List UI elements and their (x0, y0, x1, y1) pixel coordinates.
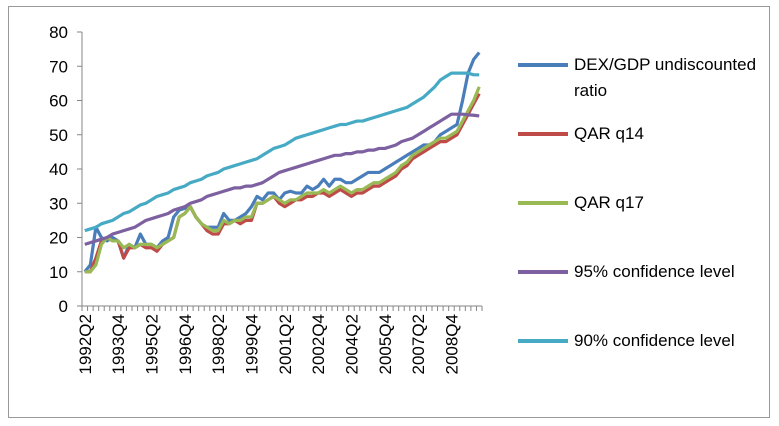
y-tick-label: 10 (49, 263, 68, 282)
legend-label: QAR q14 (574, 124, 644, 143)
legend-entry: QAR q17 (518, 190, 758, 240)
legend-label: 95% confidence level (574, 262, 735, 281)
legend-label: QAR q17 (574, 193, 644, 212)
x-tick-label: 2002Q4 (309, 314, 328, 375)
legend-swatch (518, 63, 568, 67)
series-line (84, 92, 481, 274)
x-tick-label: 2008Q4 (442, 314, 461, 375)
legend-entry: DEX/GDP undiscounted ratio (518, 52, 758, 102)
y-tick-label: 20 (49, 229, 68, 248)
x-tick-label: 1995Q2 (142, 314, 161, 375)
y-tick-label: 80 (49, 23, 68, 42)
x-tick-label: 1996Q4 (176, 314, 195, 375)
legend-swatch (518, 339, 568, 343)
y-tick-label: 60 (49, 92, 68, 111)
y-tick-label: 70 (49, 57, 68, 76)
series-line (84, 86, 481, 274)
series-line (84, 71, 480, 233)
legend-entry: 90% confidence level (518, 328, 758, 378)
y-tick-label: 30 (49, 194, 68, 213)
x-tick-label: 2007Q2 (409, 314, 428, 375)
x-tick-label: 1998Q2 (209, 314, 228, 375)
x-tick-label: 1993Q4 (109, 314, 128, 375)
legend-label: 90% confidence level (574, 331, 735, 350)
x-tick-label: 2004Q2 (342, 314, 361, 375)
chart-frame (8, 6, 770, 418)
x-tick-label: 2005Q4 (376, 314, 395, 375)
x-tick-label: 1992Q2 (76, 314, 95, 375)
x-tick-label: 1999Q4 (242, 314, 261, 375)
legend-swatch (518, 201, 568, 205)
y-tick-label: 0 (59, 297, 68, 316)
x-tick-label: 2001Q2 (276, 314, 295, 375)
legend-entry: QAR q14 (518, 121, 758, 171)
legend-swatch (518, 270, 568, 274)
series-line (83, 51, 481, 273)
y-tick-label: 50 (49, 126, 68, 145)
legend-entry: 95% confidence level (518, 259, 758, 309)
legend-swatch (518, 132, 568, 136)
series-line (84, 112, 480, 246)
legend-label: DEX/GDP undiscounted ratio (574, 55, 757, 100)
y-tick-label: 40 (49, 160, 68, 179)
